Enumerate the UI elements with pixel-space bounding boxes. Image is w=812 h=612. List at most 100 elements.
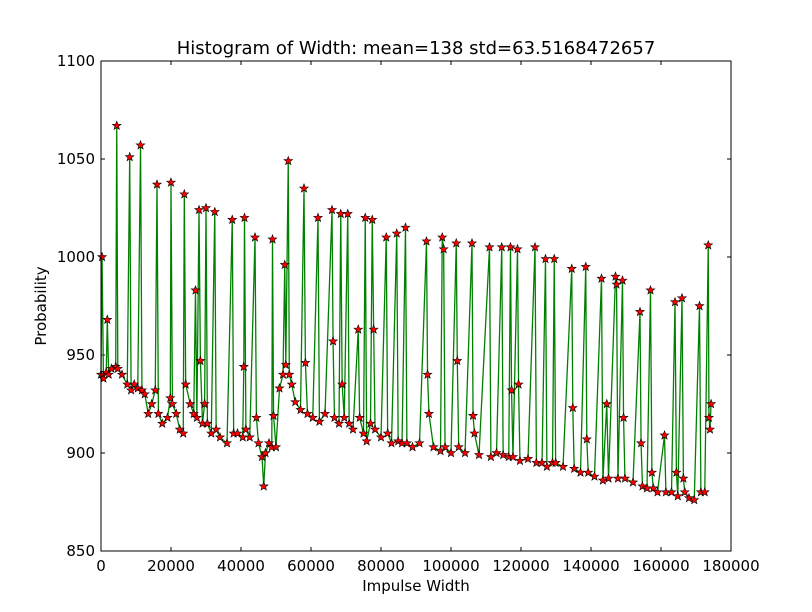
data-point	[190, 284, 201, 295]
data-point	[353, 324, 364, 334]
data-point	[659, 430, 670, 440]
data-point	[648, 482, 659, 493]
data-point	[567, 402, 578, 413]
data-point	[627, 477, 639, 487]
data-point	[193, 204, 205, 215]
data-point	[581, 433, 592, 444]
data-point	[672, 490, 683, 501]
data-point	[267, 234, 278, 244]
data-point	[407, 441, 418, 452]
data-point	[298, 183, 310, 193]
data-point	[270, 441, 282, 452]
data-point	[129, 379, 140, 389]
data-point	[703, 412, 715, 423]
y-tick-label: 1000	[57, 248, 95, 266]
data-point	[238, 361, 249, 372]
data-point	[179, 188, 190, 199]
data-point	[513, 379, 524, 389]
x-tick-label: 40000	[217, 557, 265, 575]
data-point	[439, 441, 451, 452]
data-point	[679, 486, 690, 497]
data-point	[699, 486, 710, 497]
data-point	[506, 384, 517, 395]
data-point	[367, 214, 378, 225]
x-tick-label: 160000	[632, 557, 689, 575]
data-point	[112, 363, 123, 374]
data-point	[139, 388, 150, 399]
data-point	[319, 408, 331, 419]
data-point	[116, 369, 128, 379]
data-point	[344, 418, 355, 428]
data-point	[466, 237, 478, 248]
y-axis-label: Probability	[32, 266, 50, 345]
data-point	[438, 243, 449, 254]
data-point	[414, 437, 425, 448]
data-point	[126, 384, 137, 395]
data-point	[103, 369, 114, 379]
data-point	[327, 335, 339, 346]
data-point	[102, 314, 113, 325]
x-tick-label: 60000	[287, 557, 335, 575]
data-point	[601, 398, 612, 409]
data-point	[232, 428, 243, 438]
data-point	[295, 404, 306, 415]
data-point	[132, 382, 143, 393]
data-point	[143, 408, 154, 419]
data-point	[260, 447, 271, 458]
data-point	[249, 232, 261, 242]
data-point	[421, 235, 432, 246]
data-point	[312, 212, 324, 223]
data-point	[307, 412, 318, 423]
y-tick-label: 850	[66, 542, 95, 560]
data-point	[286, 379, 297, 389]
data-point	[162, 412, 173, 423]
data-point	[671, 467, 682, 477]
data-point	[652, 486, 663, 497]
data-point	[597, 475, 608, 485]
data-point	[423, 408, 435, 419]
data-point	[569, 463, 580, 474]
data-point	[211, 424, 222, 434]
data-point	[683, 492, 695, 503]
data-point	[165, 177, 177, 187]
data-point	[386, 437, 397, 448]
data-point	[451, 237, 462, 248]
data-point	[365, 418, 376, 428]
data-point	[491, 447, 502, 458]
data-point	[280, 359, 291, 370]
data-point	[617, 275, 628, 285]
data-point	[111, 120, 122, 131]
data-point	[428, 441, 439, 452]
y-tick-label: 1050	[57, 150, 95, 168]
y-tick-label: 950	[66, 346, 95, 364]
data-point	[498, 449, 509, 460]
y-tick-label: 900	[66, 444, 95, 462]
data-point	[689, 494, 700, 505]
data-point	[200, 202, 212, 213]
data-point	[263, 437, 275, 448]
x-tick-label: 120000	[492, 557, 549, 575]
data-point	[646, 467, 657, 477]
data-point	[645, 284, 656, 295]
data-point	[618, 412, 629, 423]
data-point	[637, 480, 648, 491]
data-point	[522, 453, 534, 464]
data-point	[583, 467, 594, 477]
data-point	[96, 251, 108, 262]
data-point	[185, 398, 196, 409]
data-point	[549, 253, 560, 264]
data-point	[124, 151, 135, 162]
data-point	[151, 179, 163, 189]
data-point	[540, 253, 551, 264]
data-point	[669, 296, 681, 307]
x-tick-label: 80000	[357, 557, 405, 575]
data-point	[240, 424, 251, 434]
data-point	[153, 408, 164, 419]
data-point	[705, 398, 717, 409]
x-tick-label: 140000	[562, 557, 619, 575]
data-point	[199, 398, 210, 409]
x-axis-label: Impulse Width	[362, 577, 470, 595]
data-point	[354, 412, 365, 423]
data-point	[437, 232, 448, 242]
